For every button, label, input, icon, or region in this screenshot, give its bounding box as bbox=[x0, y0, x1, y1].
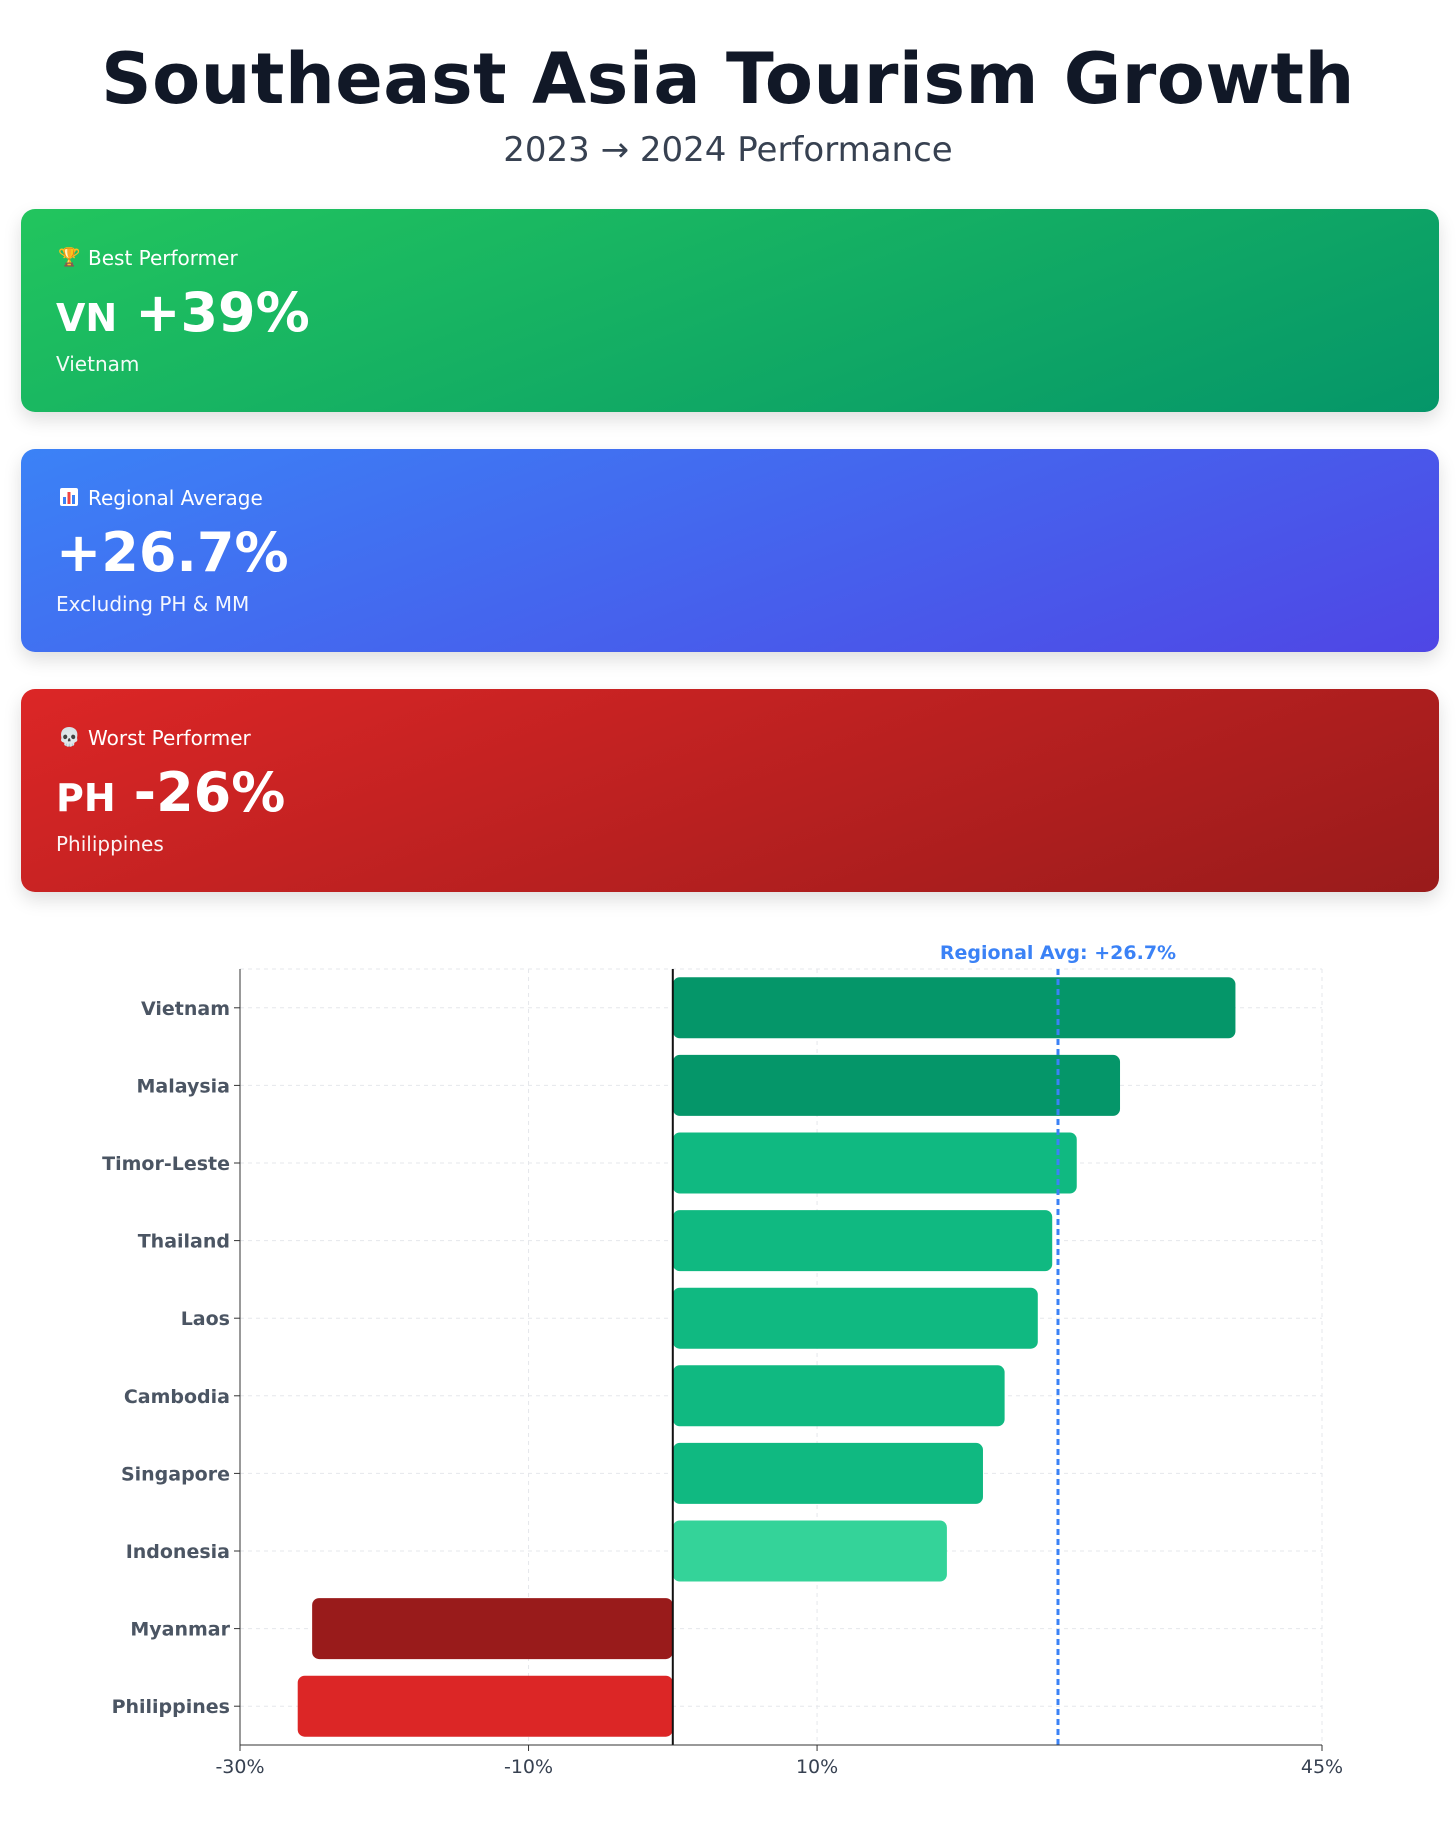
bar-cambodia bbox=[672, 1365, 1005, 1427]
page-subtitle: 2023 → 2024 Performance bbox=[503, 130, 953, 170]
y-tick-label-laos: Laos bbox=[181, 1308, 230, 1330]
regional-average-main: +26.7% bbox=[56, 521, 289, 584]
y-tick-label-malaysia: Malaysia bbox=[136, 1075, 230, 1097]
bar-thailand bbox=[672, 1210, 1053, 1272]
worst-performer-label: Worst Performer bbox=[88, 726, 251, 750]
best-performer-main: VN +39% bbox=[56, 281, 310, 344]
worst-performer-label-row: 💀 Worst Performer bbox=[58, 726, 251, 750]
bar-laos bbox=[672, 1287, 1038, 1349]
x-tick-label-0: -30% bbox=[215, 1756, 264, 1778]
worst-performer-value: -26% bbox=[133, 761, 286, 824]
worst-performer-main: PH -26% bbox=[56, 761, 285, 824]
y-tick-label-cambodia: Cambodia bbox=[124, 1386, 230, 1408]
best-performer-country: Vietnam bbox=[56, 352, 140, 376]
y-tick-label-philippines: Philippines bbox=[112, 1696, 230, 1718]
bar-malaysia bbox=[672, 1054, 1121, 1116]
bar-philippines bbox=[297, 1675, 673, 1737]
bar-chart-icon bbox=[58, 487, 80, 509]
worst-performer-code: PH bbox=[56, 776, 116, 820]
bar-timor-leste bbox=[672, 1132, 1077, 1194]
growth-bar-chart: Regional Avg: +26.7% Vietnam Malaysia Timor… bbox=[0, 925, 1456, 1805]
bar-indonesia bbox=[672, 1520, 947, 1582]
y-tick-label-indonesia: Indonesia bbox=[126, 1541, 230, 1563]
regional-average-note: Excluding PH & MM bbox=[56, 592, 250, 616]
y-tick-label-timor-leste: Timor-Leste bbox=[102, 1153, 230, 1175]
trophy-icon: 🏆 bbox=[58, 247, 81, 268]
x-tick-label-3: 45% bbox=[1301, 1756, 1343, 1778]
bar-myanmar bbox=[312, 1598, 673, 1660]
y-tick-label-thailand: Thailand bbox=[138, 1231, 230, 1253]
regional-average-label: Regional Avg: +26.7% bbox=[940, 942, 1176, 964]
regional-average-label: Regional Average bbox=[88, 486, 263, 510]
y-tick-label-myanmar: Myanmar bbox=[130, 1619, 230, 1641]
best-performer-label-row: 🏆 Best Performer bbox=[58, 246, 238, 270]
bar-singapore bbox=[672, 1442, 983, 1504]
skull-icon: 💀 bbox=[58, 727, 81, 748]
best-performer-value: +39% bbox=[135, 281, 310, 344]
best-performer-card: 🏆 Best Performer VN +39% Vietnam bbox=[21, 209, 1439, 412]
x-tick-label-1: -10% bbox=[504, 1756, 553, 1778]
y-tick-label-vietnam: Vietnam bbox=[141, 998, 230, 1020]
worst-performer-country: Philippines bbox=[56, 832, 164, 856]
regional-average-value: +26.7% bbox=[56, 521, 289, 584]
bar-vietnam bbox=[672, 977, 1236, 1039]
page-title: Southeast Asia Tourism Growth bbox=[101, 38, 1355, 120]
best-performer-code: VN bbox=[56, 296, 118, 340]
y-tick-label-singapore: Singapore bbox=[121, 1463, 230, 1485]
worst-performer-card: 💀 Worst Performer PH -26% Philippines bbox=[21, 689, 1439, 892]
regional-average-card: Regional Average +26.7% Excluding PH & M… bbox=[21, 449, 1439, 652]
x-tick-label-2: 10% bbox=[796, 1756, 838, 1778]
best-performer-label: Best Performer bbox=[88, 246, 238, 270]
regional-average-label-row: Regional Average bbox=[58, 486, 263, 510]
growth-bar-chart-svg: Regional Avg: +26.7% Vietnam Malaysia Timor… bbox=[102, 942, 1343, 1778]
